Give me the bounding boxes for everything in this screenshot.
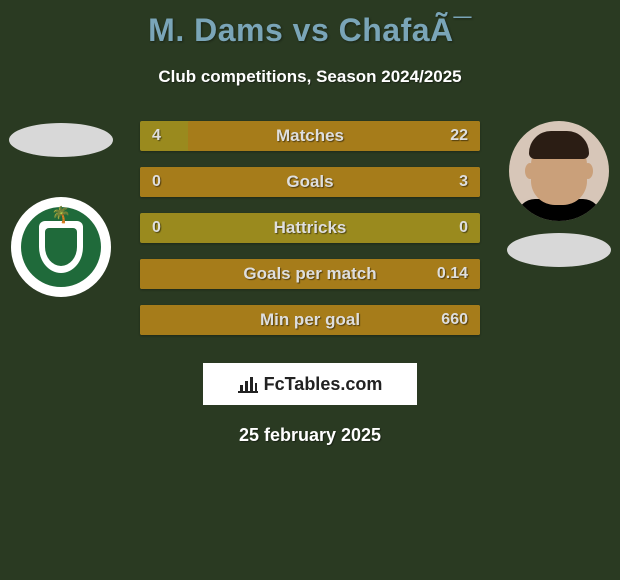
stat-right-value: 660 — [441, 311, 468, 329]
left-crest-circle: 🌴 — [11, 197, 111, 297]
palm-icon: 🌴 — [51, 205, 71, 225]
player-face — [509, 121, 609, 221]
stat-bar-row: 0 Goals 3 — [140, 167, 480, 197]
stat-right-value: 22 — [450, 127, 468, 145]
player-right-block — [504, 121, 614, 267]
compare-zone: 🌴 4 Matches 22 0 — [0, 121, 620, 351]
content-wrapper: M. Dams vs ChafaÃ¯ Club competitions, Se… — [0, 0, 620, 446]
player-left-block: 🌴 — [6, 121, 116, 297]
stat-label: Goals — [140, 172, 480, 192]
stat-right-value: 0 — [459, 219, 468, 237]
club-crest: 🌴 — [11, 197, 111, 297]
stat-right-value: 3 — [459, 173, 468, 191]
stat-bar-row: 4 Matches 22 — [140, 121, 480, 151]
stat-label: Goals per match — [140, 264, 480, 284]
stat-bar-row: Goals per match 0.14 — [140, 259, 480, 289]
date-line: 25 february 2025 — [0, 425, 620, 446]
stat-label: Matches — [140, 126, 480, 146]
crest-shield — [39, 221, 83, 273]
right-ellipse — [507, 233, 611, 267]
stat-right-value: 0.14 — [437, 265, 468, 283]
brand-text: FcTables.com — [264, 374, 383, 395]
stat-bar-row: Min per goal 660 — [140, 305, 480, 335]
left-ellipse — [9, 123, 113, 157]
right-face-circle — [509, 121, 609, 221]
stat-bars: 4 Matches 22 0 Goals 3 0 Hattricks 0 Goa… — [140, 121, 480, 335]
face-hair — [529, 131, 589, 159]
crest-inner — [45, 228, 77, 266]
brand-box: FcTables.com — [203, 363, 417, 405]
page-title: M. Dams vs ChafaÃ¯ — [0, 0, 620, 49]
stat-label: Min per goal — [140, 310, 480, 330]
stat-label: Hattricks — [140, 218, 480, 238]
subtitle: Club competitions, Season 2024/2025 — [0, 67, 620, 87]
stat-bar-row: 0 Hattricks 0 — [140, 213, 480, 243]
bar-chart-icon — [238, 375, 258, 393]
